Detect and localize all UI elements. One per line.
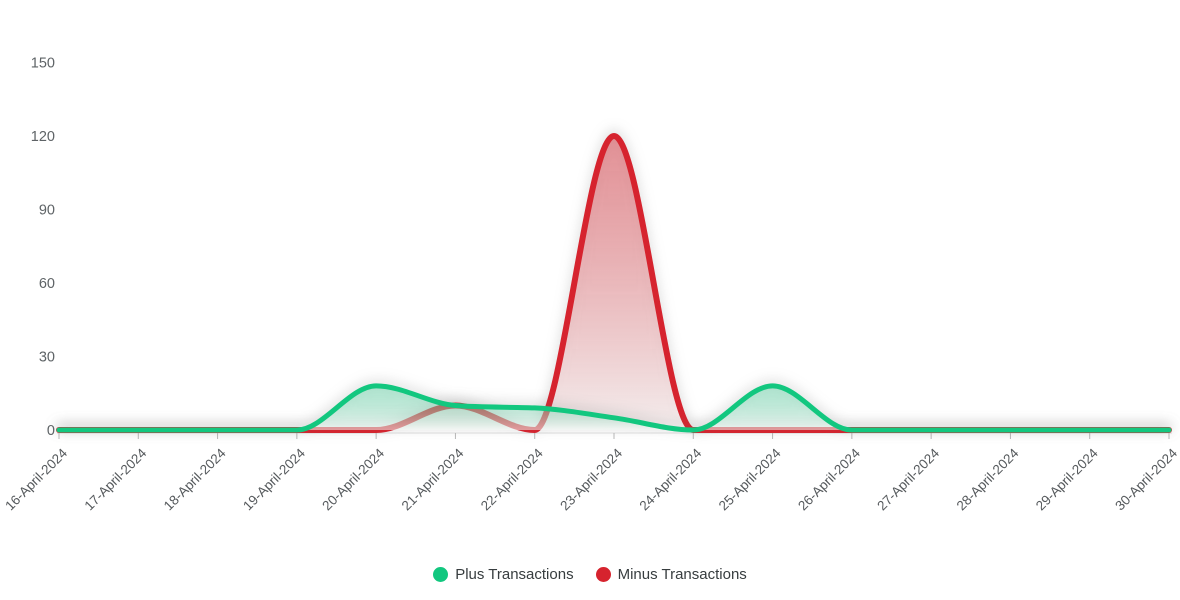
plus-series-marker-icon [433,567,449,582]
x-axis-label: 20-April-2024 [319,445,387,513]
minus-series-marker-icon [595,567,611,582]
minus-series-area [59,136,1169,430]
y-axis-label: 150 [31,56,55,72]
legend-label-plus: Plus Transactions [455,566,574,583]
x-axis-label: 17-April-2024 [82,445,150,513]
x-axis-label: 29-April-2024 [1033,445,1101,513]
x-axis-label: 23-April-2024 [557,445,625,513]
x-axis-label: 28-April-2024 [954,445,1022,513]
plus-series-area [59,385,1169,430]
x-axis-label: 30-April-2024 [1112,445,1180,513]
plus-series-group [56,383,1172,433]
y-axis-label: 90 [39,203,55,219]
y-axis-label: 60 [39,276,55,292]
minus-series-group [56,133,1172,434]
x-axis-label: 24-April-2024 [637,445,705,513]
x-axis-label: 26-April-2024 [795,445,863,513]
x-axis-label: 27-April-2024 [874,445,942,513]
chart-legend: Plus Transactions Minus Transactions [0,566,1180,583]
y-axis-label: 0 [47,423,55,439]
x-axis-label: 21-April-2024 [399,445,467,513]
x-axis-label: 25-April-2024 [716,445,784,513]
x-axis-label: 16-April-2024 [2,445,70,513]
plus-series-line [56,383,1172,433]
legend-label-minus: Minus Transactions [617,566,747,583]
y-axis-label: 120 [31,129,55,145]
y-axis-label: 30 [39,350,55,366]
legend-item-plus-transactions[interactable]: Plus Transactions [433,566,574,583]
x-axis-label: 22-April-2024 [478,445,546,513]
x-axis-label: 19-April-2024 [240,445,308,513]
x-axis-label: 18-April-2024 [161,445,229,513]
legend-item-minus-transactions[interactable]: Minus Transactions [595,566,747,583]
